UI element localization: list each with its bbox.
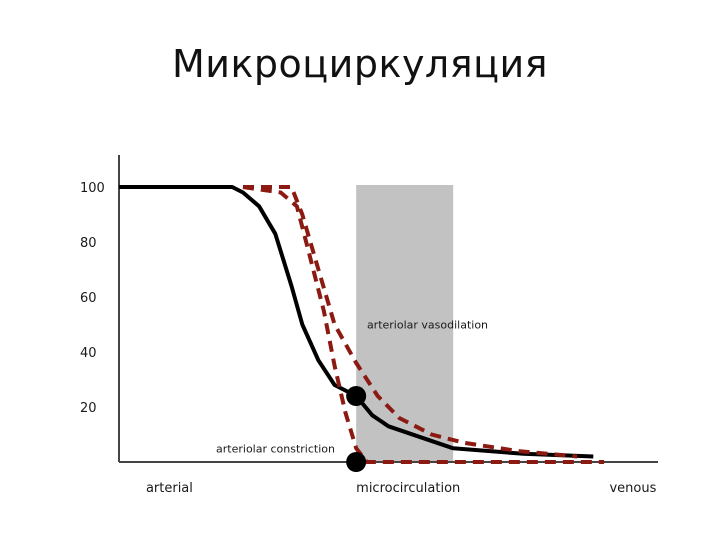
y-tick-label: 80 <box>80 236 97 251</box>
marker-dot <box>346 386 367 406</box>
y-tick-label: 100 <box>80 181 105 196</box>
annotation-label: arteriolar vasodilation <box>367 319 488 332</box>
y-tick-label: 40 <box>80 346 97 361</box>
solid-curve <box>119 185 594 459</box>
y-tick-label: 20 <box>80 401 97 416</box>
slide-title: Микроциркуляция <box>172 42 548 86</box>
x-category-label: venous <box>609 481 656 496</box>
dashed-curve-1 <box>243 185 578 459</box>
x-category-label: arterial <box>146 481 193 496</box>
annotation-label: arteriolar constriction <box>216 442 335 455</box>
y-tick-label: 60 <box>80 291 97 306</box>
x-category-label: microcirculation <box>356 481 460 496</box>
marker-dot <box>346 452 367 472</box>
